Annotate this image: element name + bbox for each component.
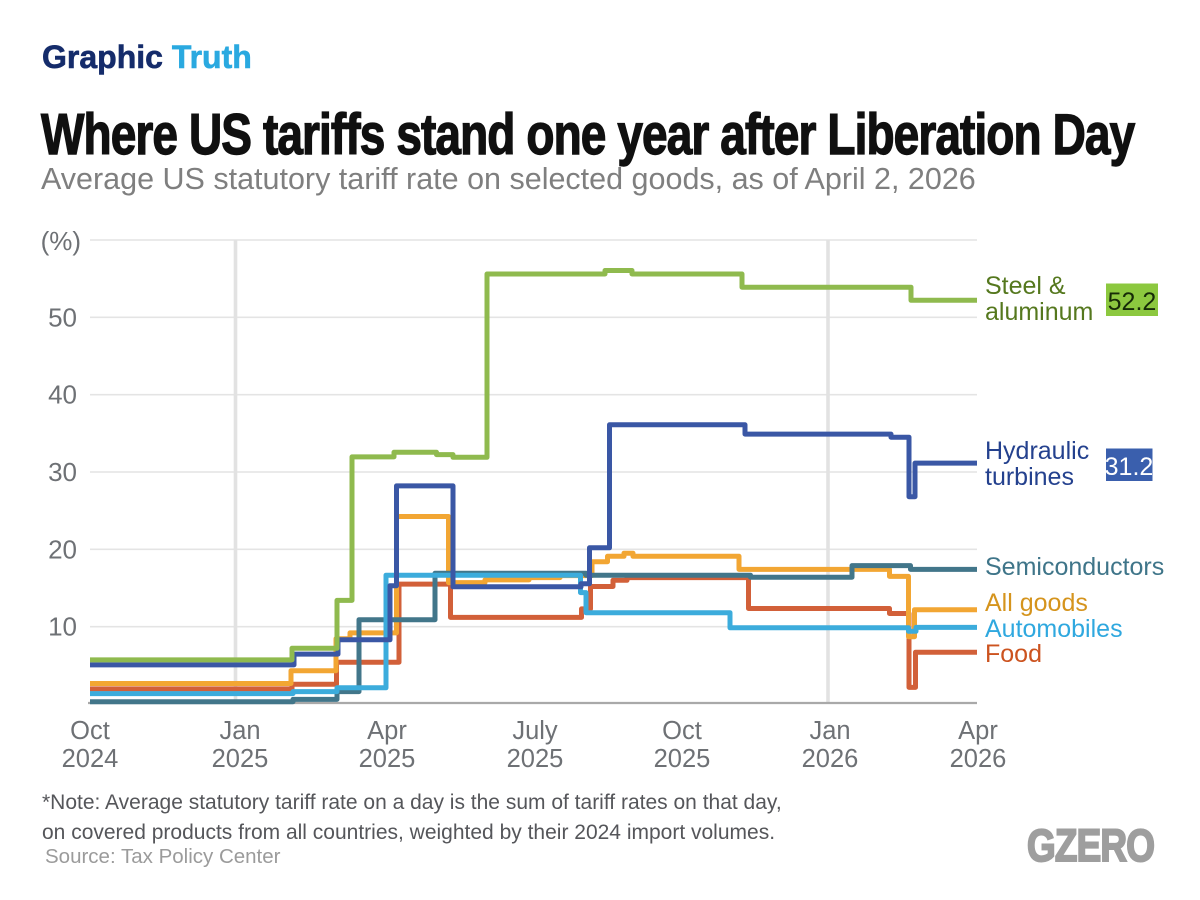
svg-text:2026: 2026: [802, 745, 859, 773]
svg-text:Oct: Oct: [70, 717, 110, 745]
svg-text:2024: 2024: [62, 745, 119, 773]
svg-text:52.2: 52.2: [1108, 288, 1157, 316]
svg-text:(%): (%): [41, 226, 81, 256]
svg-text:2025: 2025: [654, 745, 711, 773]
svg-text:2025: 2025: [212, 745, 269, 773]
svg-text:2025: 2025: [359, 745, 416, 773]
svg-text:Hydraulic: Hydraulic: [985, 437, 1089, 465]
svg-text:2025: 2025: [507, 745, 564, 773]
svg-text:31.2: 31.2: [1105, 453, 1154, 481]
svg-text:Apr: Apr: [958, 717, 998, 745]
svg-text:Steel &: Steel &: [985, 272, 1066, 300]
svg-text:Oct: Oct: [662, 717, 702, 745]
svg-text:Apr: Apr: [367, 717, 407, 745]
svg-text:20: 20: [48, 534, 77, 564]
svg-text:July: July: [512, 717, 558, 745]
svg-text:2026: 2026: [950, 745, 1007, 773]
svg-text:aluminum: aluminum: [985, 298, 1093, 326]
svg-text:Jan: Jan: [219, 717, 260, 745]
svg-text:Food: Food: [985, 640, 1042, 668]
svg-text:Jan: Jan: [809, 717, 850, 745]
svg-text:Semiconductors: Semiconductors: [985, 553, 1164, 581]
svg-text:10: 10: [48, 612, 77, 642]
svg-text:30: 30: [48, 457, 77, 487]
svg-text:Automobiles: Automobiles: [985, 615, 1123, 643]
svg-text:50: 50: [48, 302, 77, 332]
svg-text:All goods: All goods: [985, 589, 1088, 617]
svg-text:40: 40: [48, 380, 77, 410]
svg-text:turbines: turbines: [985, 463, 1074, 491]
